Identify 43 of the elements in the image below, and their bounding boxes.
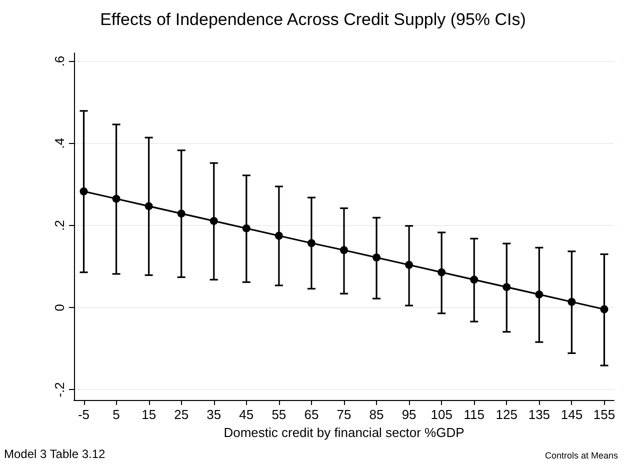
y-tick-label: .2 — [52, 220, 67, 231]
y-tick-label: 0 — [52, 304, 67, 312]
point — [372, 254, 381, 262]
x-tick-label: 25 — [174, 407, 189, 422]
x-tick-label: 55 — [272, 407, 286, 422]
point — [340, 246, 348, 254]
x-tick-label: 5 — [112, 407, 120, 422]
point — [80, 187, 88, 196]
point — [470, 276, 478, 284]
x-tick-label: 155 — [593, 407, 616, 422]
x-tick-label: 65 — [304, 407, 319, 422]
x-tick-label: 15 — [142, 407, 156, 422]
y-tick-label: .4 — [52, 138, 67, 149]
y-tick-label: .6 — [52, 56, 67, 67]
x-tick-label: 145 — [560, 407, 583, 422]
point — [144, 202, 153, 210]
x-tick-label: 125 — [496, 407, 518, 422]
x-tick-label: -5 — [78, 407, 90, 422]
point — [210, 216, 218, 225]
text: Controls at Means — [544, 450, 618, 460]
point — [307, 239, 316, 248]
point — [242, 224, 250, 232]
text: Model 3 Table 3.12 — [4, 447, 106, 461]
point — [438, 268, 446, 276]
x-tick-label: 85 — [369, 407, 384, 422]
chart-title: Effects of Independence Across Credit Supply (95% CIs) — [100, 10, 526, 29]
x-tick-label: 105 — [430, 407, 452, 422]
x-tick-label: 75 — [336, 407, 352, 422]
x-tick-label: 115 — [464, 407, 484, 422]
point — [274, 232, 283, 240]
x-tick-label: 95 — [402, 407, 416, 422]
x-tick-label: 45 — [239, 407, 254, 422]
x-tick-label: 135 — [528, 407, 550, 422]
y-tick-label: -.2 — [52, 382, 67, 398]
point — [600, 305, 608, 314]
point — [177, 210, 186, 218]
point — [535, 290, 544, 298]
point — [405, 260, 414, 269]
x-tick-label: 35 — [206, 407, 222, 422]
point — [112, 194, 120, 203]
point — [568, 298, 576, 306]
x-axis-title: Domestic credit by financial sector %GDP — [224, 425, 464, 440]
point — [502, 283, 511, 292]
